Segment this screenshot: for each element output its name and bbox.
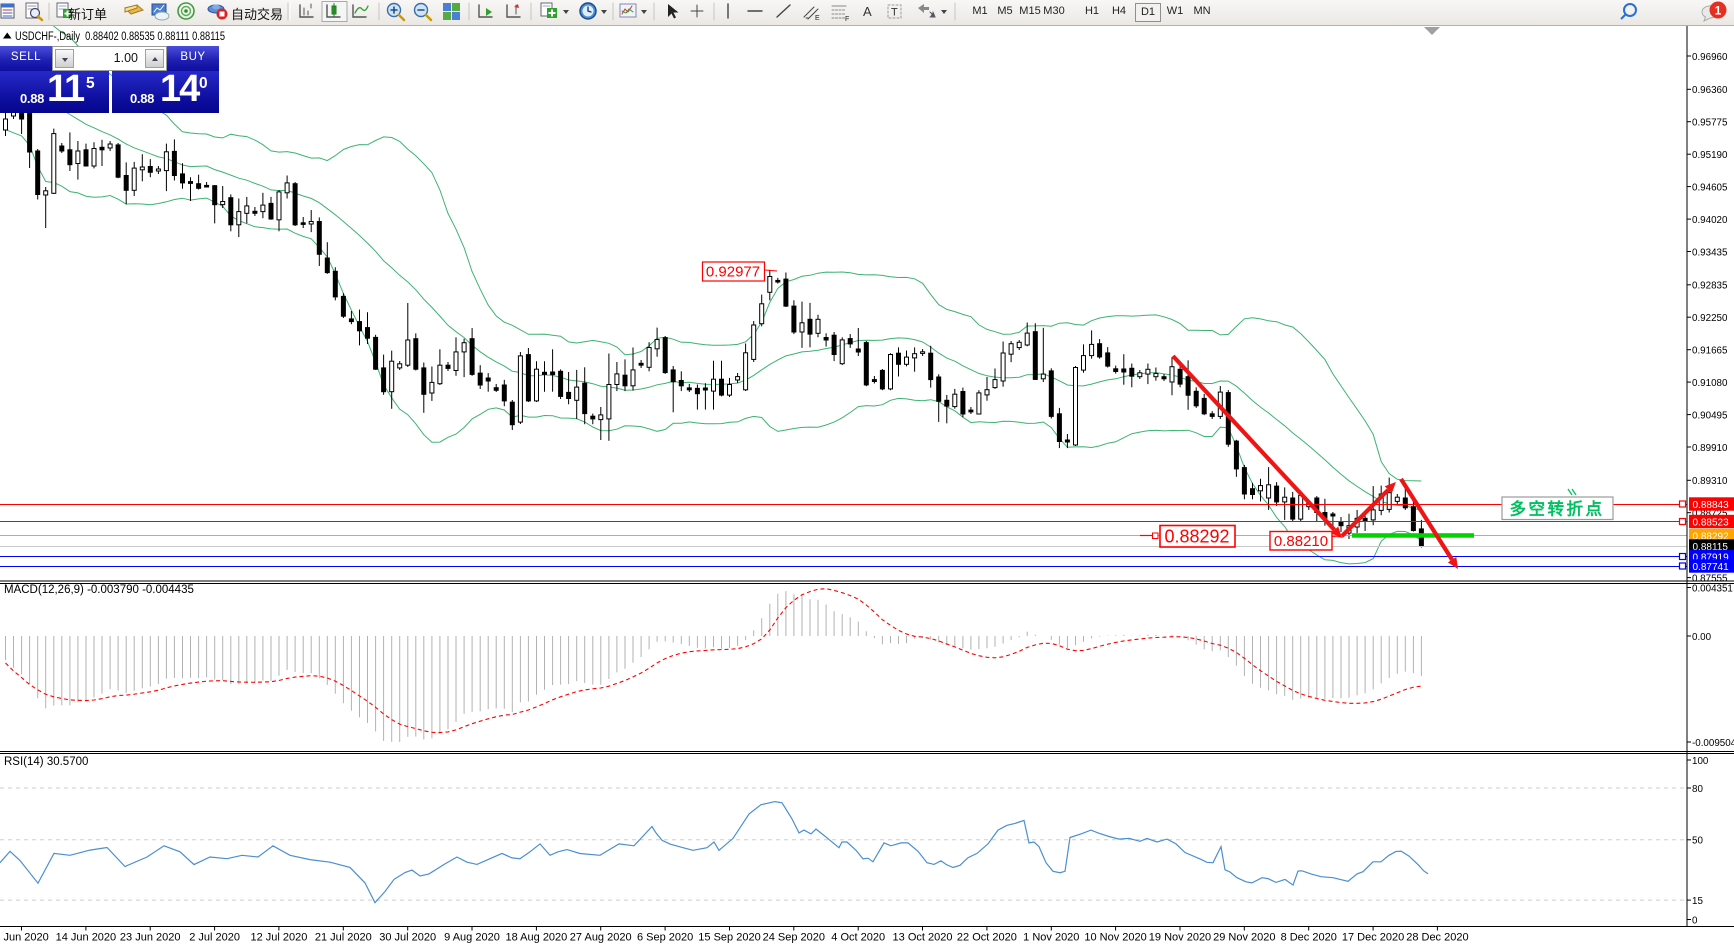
svg-text:0.92835: 0.92835	[1692, 281, 1728, 292]
svg-text:A: A	[863, 4, 872, 19]
svg-text:50: 50	[1692, 836, 1703, 847]
svg-text:0.93435: 0.93435	[1692, 247, 1728, 258]
svg-text:0.004351: 0.004351	[1692, 583, 1733, 594]
svg-text:0.96960: 0.96960	[1692, 52, 1728, 63]
svg-text:8 Dec 2020: 8 Dec 2020	[1281, 932, 1337, 944]
svg-text:28 Dec 2020: 28 Dec 2020	[1406, 932, 1468, 944]
svg-text:1 Nov 2020: 1 Nov 2020	[1023, 932, 1079, 944]
svg-text:0.91665: 0.91665	[1692, 346, 1728, 357]
svg-text:23 Jun 2020: 23 Jun 2020	[120, 932, 181, 944]
svg-text:1: 1	[1715, 4, 1722, 18]
svg-text:0.88725: 0.88725	[1692, 509, 1728, 520]
svg-text:19 Nov 2020: 19 Nov 2020	[1149, 932, 1211, 944]
svg-text:10 Nov 2020: 10 Nov 2020	[1084, 932, 1146, 944]
svg-text:0.88523: 0.88523	[1693, 518, 1730, 529]
svg-text:0.00: 0.00	[1692, 632, 1712, 643]
svg-text:80: 80	[1692, 784, 1703, 795]
svg-text:E: E	[815, 15, 820, 22]
svg-text:18 Aug 2020: 18 Aug 2020	[506, 932, 568, 944]
svg-text:0.95775: 0.95775	[1692, 118, 1728, 129]
svg-text:22 Oct 2020: 22 Oct 2020	[957, 932, 1017, 944]
svg-text:15: 15	[1692, 896, 1703, 907]
svg-text:0.87555: 0.87555	[1692, 573, 1728, 584]
svg-text:12 Jul 2020: 12 Jul 2020	[250, 932, 307, 944]
svg-text:-0.009504: -0.009504	[1692, 738, 1734, 749]
svg-text:T: T	[891, 7, 898, 19]
svg-text:0.88292: 0.88292	[1693, 532, 1730, 543]
svg-text:30 Jul 2020: 30 Jul 2020	[379, 932, 436, 944]
svg-text:2 Jul 2020: 2 Jul 2020	[189, 932, 240, 944]
svg-text:21 Jul 2020: 21 Jul 2020	[315, 932, 372, 944]
svg-text:0.94605: 0.94605	[1692, 182, 1728, 193]
svg-text:15 Sep 2020: 15 Sep 2020	[698, 932, 760, 944]
svg-text:0.88115: 0.88115	[1693, 542, 1729, 553]
svg-text:F: F	[845, 16, 849, 23]
svg-text:13 Oct 2020: 13 Oct 2020	[893, 932, 953, 944]
svg-text:USDCHF-,Daily 0.88402 0.88535: USDCHF-,Daily 0.88402 0.88535 0.88111 0.…	[15, 31, 225, 43]
svg-text:9 Aug 2020: 9 Aug 2020	[444, 932, 500, 944]
svg-text:0.92250: 0.92250	[1692, 313, 1728, 324]
svg-text:MACD(12,26,9) -0.003790 -0.004: MACD(12,26,9) -0.003790 -0.004435	[4, 584, 194, 596]
svg-text:4 Oct 2020: 4 Oct 2020	[831, 932, 885, 944]
svg-text:0.96360: 0.96360	[1692, 85, 1728, 96]
svg-text:14 Jun 2020: 14 Jun 2020	[56, 932, 117, 944]
svg-text:100: 100	[1692, 756, 1709, 767]
svg-text:24 Sep 2020: 24 Sep 2020	[763, 932, 825, 944]
svg-text:0.88843: 0.88843	[1693, 500, 1730, 511]
svg-text:6 Sep 2020: 6 Sep 2020	[637, 932, 693, 944]
svg-text:17 Dec 2020: 17 Dec 2020	[1342, 932, 1404, 944]
svg-text:0.94020: 0.94020	[1692, 215, 1728, 226]
svg-text:RSI(14) 30.5700: RSI(14) 30.5700	[4, 756, 88, 768]
svg-text:4 Jun 2020: 4 Jun 2020	[0, 932, 49, 944]
svg-text:0.88292: 0.88292	[1164, 527, 1229, 547]
svg-text:0.89310: 0.89310	[1692, 476, 1728, 487]
svg-text:0.87919: 0.87919	[1693, 553, 1730, 564]
svg-text:0.89910: 0.89910	[1692, 443, 1728, 454]
svg-text:0.90495: 0.90495	[1692, 410, 1728, 421]
svg-text:27 Aug 2020: 27 Aug 2020	[570, 932, 632, 944]
svg-text:0.87741: 0.87741	[1693, 562, 1730, 573]
svg-text:0.91080: 0.91080	[1692, 378, 1728, 389]
svg-text:多空转折点: 多空转折点	[1510, 499, 1605, 519]
svg-text:29 Nov 2020: 29 Nov 2020	[1213, 932, 1275, 944]
svg-text:0: 0	[1692, 915, 1698, 926]
svg-text:0.92977: 0.92977	[706, 264, 760, 281]
svg-text:0.88210: 0.88210	[1274, 533, 1328, 550]
svg-text:0.95190: 0.95190	[1692, 150, 1728, 161]
